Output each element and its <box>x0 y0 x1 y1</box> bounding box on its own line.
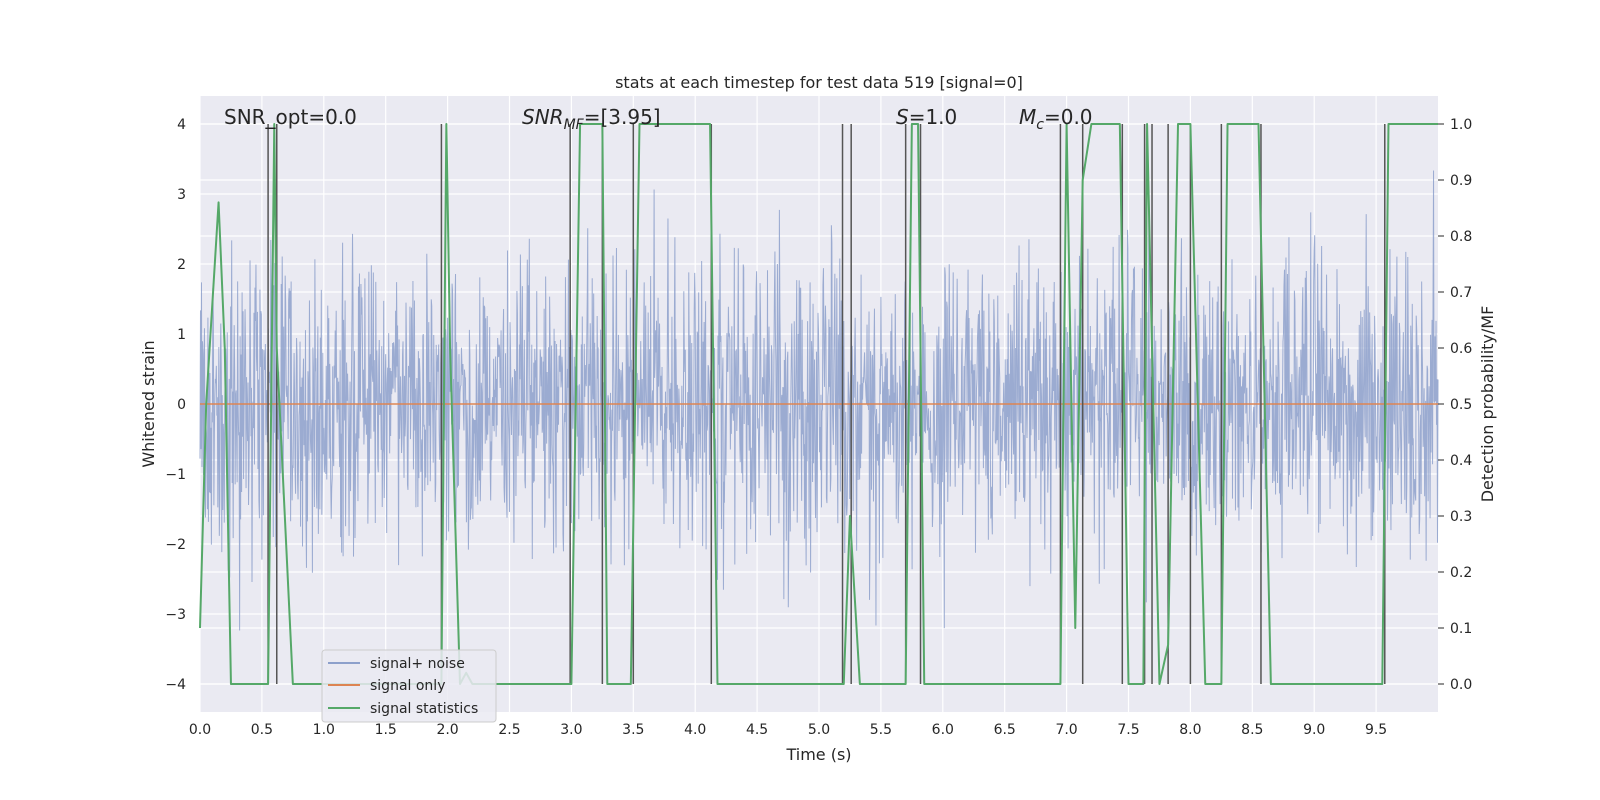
y-left-tick-label: −3 <box>165 607 186 623</box>
y-left-tick-label: 2 <box>177 257 186 273</box>
y-right-tick-label: 0.4 <box>1450 453 1472 469</box>
y-right-axis-ticks: 1.0 0.9 0.8 0.7 0.6 0.5 0.4 0.3 0.2 0.1 0.0 <box>1438 117 1472 693</box>
x-tick-label: 6.5 <box>994 722 1016 738</box>
y-right-tick-label: 0.8 <box>1450 229 1472 245</box>
y-left-tick-label: 1 <box>177 327 186 343</box>
x-tick-label: 1.5 <box>375 722 397 738</box>
legend-box <box>321 649 497 723</box>
y-right-tick-label: 0.0 <box>1450 677 1472 693</box>
signal-noise-series <box>199 170 1439 631</box>
y-left-tick-label: 3 <box>177 187 186 203</box>
annotation-snr-mf-value: =[3.95] <box>584 105 661 129</box>
y-left-axis-label: Whitened strain <box>139 340 158 467</box>
x-tick-label: 5.5 <box>870 722 892 738</box>
legend-label-signal: signal only <box>370 678 445 694</box>
y-right-axis-label: Detection probability/MF <box>1478 306 1497 503</box>
x-tick-label: 8.0 <box>1179 722 1201 738</box>
legend-label-noise: signal+ noise <box>370 656 465 672</box>
y-right-tick-label: 0.7 <box>1450 285 1472 301</box>
y-right-tick-label: 1.0 <box>1450 117 1472 133</box>
chart-title: stats at each timestep for test data 519… <box>615 73 1023 92</box>
y-left-tick-label: 0 <box>177 397 186 413</box>
annotation-mc-value: =0.0 <box>1044 105 1093 129</box>
x-tick-label: 7.0 <box>1055 722 1077 738</box>
annotation-snr-mf-var: SNR <box>522 105 564 129</box>
annotation-s-value: =1.0 <box>909 105 958 129</box>
y-left-tick-label: −2 <box>165 537 186 553</box>
x-tick-label: 7.5 <box>1117 722 1139 738</box>
annotation-snr-mf-sub: MF <box>564 117 585 133</box>
x-tick-label: 6.0 <box>932 722 954 738</box>
x-tick-label: 3.0 <box>560 722 582 738</box>
x-tick-label: 9.0 <box>1303 722 1325 738</box>
y-left-axis-ticks: 4 3 2 1 0 −1 −2 −3 −4 <box>165 117 186 693</box>
x-tick-label: 1.0 <box>313 722 335 738</box>
x-tick-label: 4.5 <box>746 722 768 738</box>
stat-line <box>199 123 1438 685</box>
annotation-mc-var: M <box>1019 105 1036 129</box>
x-tick-label: 9.5 <box>1365 722 1387 738</box>
annotation-mc: Mc=0.0 <box>1019 105 1093 133</box>
x-axis-label: Time (s) <box>785 745 851 764</box>
y-left-tick-label: −1 <box>165 467 186 483</box>
noise-line <box>199 170 1439 631</box>
annotation-snr-mf: SNRMF=[3.95] <box>522 105 661 133</box>
signal-statistics-series <box>199 123 1438 685</box>
x-tick-label: 0.5 <box>251 722 273 738</box>
x-tick-label: 2.5 <box>498 722 520 738</box>
annotations: SNR_opt=0.0 SNRMF=[3.95] S=1.0 Mc=0.0 <box>224 105 1093 133</box>
legend-label-stat: signal statistics <box>370 701 478 717</box>
y-left-tick-label: 4 <box>177 117 186 133</box>
annotation-s: S=1.0 <box>896 105 957 129</box>
x-tick-label: 0.0 <box>189 722 211 738</box>
y-left-tick-label: −4 <box>165 677 186 693</box>
y-right-tick-label: 0.6 <box>1450 341 1472 357</box>
x-tick-label: 3.5 <box>622 722 644 738</box>
y-right-tick-label: 0.3 <box>1450 509 1472 525</box>
annotation-snr-opt: SNR_opt=0.0 <box>224 105 357 129</box>
y-right-tick-label: 0.5 <box>1450 397 1472 413</box>
x-tick-label: 2.0 <box>436 722 458 738</box>
y-right-tick-label: 0.9 <box>1450 173 1472 189</box>
x-tick-label: 5.0 <box>808 722 830 738</box>
x-tick-label: 4.0 <box>684 722 706 738</box>
y-right-tick-label: 0.1 <box>1450 621 1472 637</box>
legend: signal+ noise signal only signal statist… <box>321 649 497 723</box>
y-right-tick-label: 0.2 <box>1450 565 1472 581</box>
annotation-s-var: S <box>896 105 909 129</box>
x-tick-label: 8.5 <box>1241 722 1263 738</box>
x-axis-ticks: 0.0 0.5 1.0 1.5 2.0 2.5 3.0 3.5 4.0 4.5 5.0 5.5 6.0 6… <box>189 722 1387 738</box>
annotation-mc-sub: c <box>1036 117 1044 133</box>
